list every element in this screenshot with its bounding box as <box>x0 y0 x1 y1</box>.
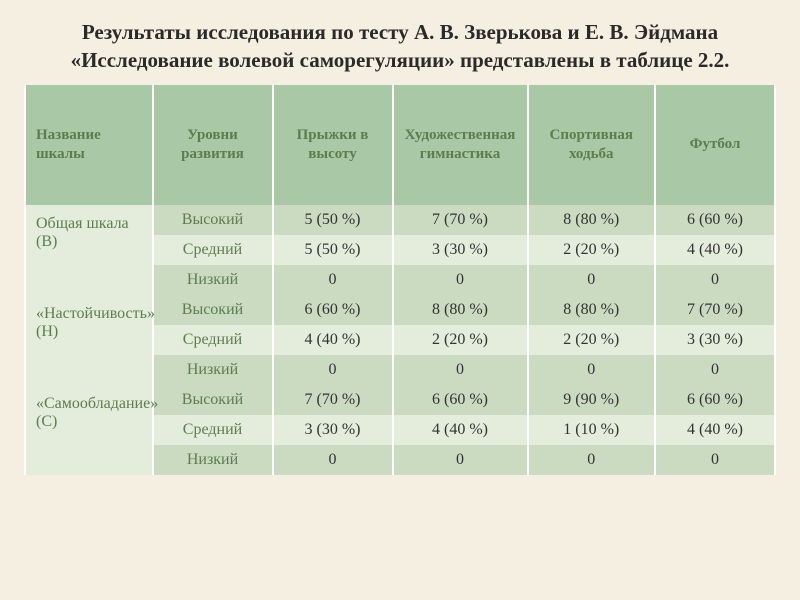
value-cell: 7 (70 %) <box>273 385 393 415</box>
table-row: «Настойчивость» (Н)Высокий6 (60 %)8 (80 … <box>25 295 775 325</box>
value-cell: 0 <box>655 355 775 385</box>
value-cell: 0 <box>528 355 656 385</box>
table-row: Общая шкала (В)Высокий5 (50 %)7 (70 %)8 … <box>25 205 775 235</box>
col-walk: Спортивная ходьба <box>528 85 656 205</box>
value-cell: 0 <box>273 445 393 475</box>
value-cell: 9 (90 %) <box>528 385 656 415</box>
value-cell: 6 (60 %) <box>655 205 775 235</box>
value-cell: 4 (40 %) <box>655 235 775 265</box>
col-scale: Название шкалы <box>25 85 153 205</box>
col-level: Уровни развития <box>153 85 273 205</box>
level-label: Высокий <box>153 385 273 415</box>
value-cell: 3 (30 %) <box>393 235 528 265</box>
value-cell: 5 (50 %) <box>273 205 393 235</box>
value-cell: 0 <box>528 445 656 475</box>
scale-name: «Самообладание» (С) <box>25 385 153 475</box>
col-football: Футбол <box>655 85 775 205</box>
table-row: «Самообладание» (С)Высокий7 (70 %)6 (60 … <box>25 385 775 415</box>
level-label: Высокий <box>153 295 273 325</box>
scale-name: «Настойчивость» (Н) <box>25 295 153 385</box>
value-cell: 5 (50 %) <box>273 235 393 265</box>
value-cell: 0 <box>393 265 528 295</box>
value-cell: 0 <box>393 445 528 475</box>
value-cell: 8 (80 %) <box>528 295 656 325</box>
value-cell: 6 (60 %) <box>393 385 528 415</box>
level-label: Низкий <box>153 445 273 475</box>
value-cell: 0 <box>273 265 393 295</box>
value-cell: 6 (60 %) <box>655 385 775 415</box>
page-title: Результаты исследования по тесту А. В. З… <box>24 18 776 75</box>
value-cell: 0 <box>393 355 528 385</box>
value-cell: 4 (40 %) <box>273 325 393 355</box>
value-cell: 6 (60 %) <box>273 295 393 325</box>
value-cell: 3 (30 %) <box>273 415 393 445</box>
value-cell: 8 (80 %) <box>528 205 656 235</box>
results-table: Название шкалы Уровни развития Прыжки в … <box>24 85 776 475</box>
value-cell: 7 (70 %) <box>393 205 528 235</box>
value-cell: 2 (20 %) <box>528 325 656 355</box>
value-cell: 0 <box>528 265 656 295</box>
scale-name: Общая шкала (В) <box>25 205 153 295</box>
value-cell: 4 (40 %) <box>393 415 528 445</box>
value-cell: 7 (70 %) <box>655 295 775 325</box>
value-cell: 3 (30 %) <box>655 325 775 355</box>
value-cell: 0 <box>273 355 393 385</box>
col-jump: Прыжки в высоту <box>273 85 393 205</box>
level-label: Средний <box>153 235 273 265</box>
value-cell: 8 (80 %) <box>393 295 528 325</box>
level-label: Средний <box>153 415 273 445</box>
value-cell: 2 (20 %) <box>393 325 528 355</box>
level-label: Высокий <box>153 205 273 235</box>
level-label: Низкий <box>153 265 273 295</box>
value-cell: 2 (20 %) <box>528 235 656 265</box>
table-header-row: Название шкалы Уровни развития Прыжки в … <box>25 85 775 205</box>
col-gym: Художественная гимнастика <box>393 85 528 205</box>
level-label: Средний <box>153 325 273 355</box>
level-label: Низкий <box>153 355 273 385</box>
value-cell: 0 <box>655 445 775 475</box>
value-cell: 1 (10 %) <box>528 415 656 445</box>
value-cell: 4 (40 %) <box>655 415 775 445</box>
value-cell: 0 <box>655 265 775 295</box>
